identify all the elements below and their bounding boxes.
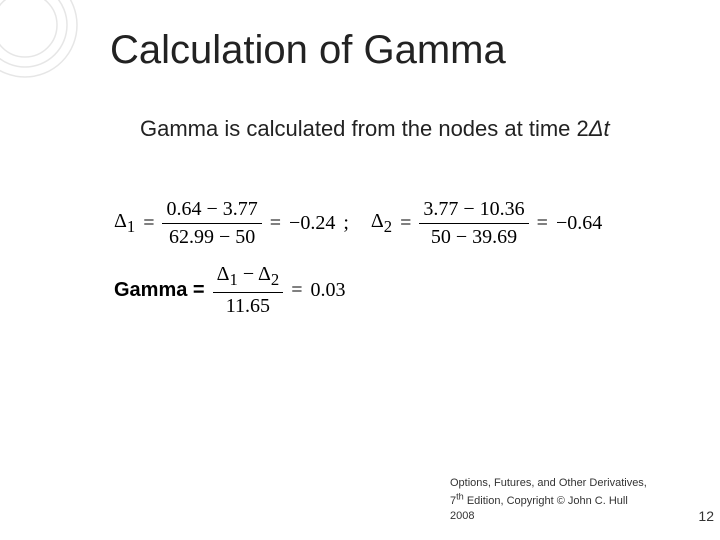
footer-line1: Options, Futures, and Other Derivatives, [450,477,647,489]
slide-body: Gamma is calculated from the nodes at ti… [140,114,660,144]
page-number: 12 [698,508,714,524]
delta1-value: −0.24 [285,212,339,235]
footer-line3: 2008 [450,510,474,522]
corner-rings-decoration [0,0,80,80]
gamma-label: Gamma = [110,279,209,302]
delta1-numerator: 0.64 − 3.77 [162,198,261,221]
delta1-denominator: 62.99 − 50 [165,226,259,249]
footer-citation: Options, Futures, and Other Derivatives,… [450,476,670,524]
gamma-row: Gamma = Δ1 − Δ2 11.65 = 0.03 [110,263,670,318]
gamma-fraction: Δ1 − Δ2 11.65 [213,263,284,318]
delta1-symbol: Δ1 [110,210,139,237]
delta2-numerator: 3.77 − 10.36 [419,198,528,221]
equals: = [287,279,306,302]
footer-line2: 7th Edition, Copyright © John C. Hull [450,495,628,507]
delta2-symbol: Δ2 [367,210,396,237]
delta-t: Δt [589,116,610,141]
gamma-denominator: 11.65 [222,295,274,318]
equals: = [139,212,158,235]
delta2-fraction: 3.77 − 10.36 50 − 39.69 [419,198,528,249]
delta1-fraction: 0.64 − 3.77 62.99 − 50 [162,198,261,249]
equals: = [396,212,415,235]
delta-row: Δ1 = 0.64 − 3.77 62.99 − 50 = −0.24 ; Δ2… [110,198,670,249]
slide-title: Calculation of Gamma [110,28,506,73]
separator: ; [339,212,353,235]
gamma-value: 0.03 [306,279,349,302]
equals: = [533,212,552,235]
delta2-denominator: 50 − 39.69 [427,226,521,249]
gamma-numerator: Δ1 − Δ2 [213,263,284,290]
equals: = [266,212,285,235]
body-sentence: Gamma is calculated from the nodes at ti… [140,116,589,141]
delta2-value: −0.64 [552,212,606,235]
equations: Δ1 = 0.64 − 3.77 62.99 − 50 = −0.24 ; Δ2… [110,198,670,332]
